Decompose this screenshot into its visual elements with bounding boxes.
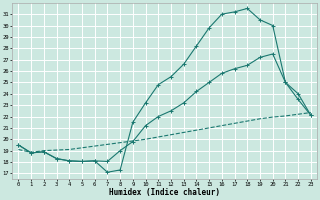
X-axis label: Humidex (Indice chaleur): Humidex (Indice chaleur) — [109, 188, 220, 197]
